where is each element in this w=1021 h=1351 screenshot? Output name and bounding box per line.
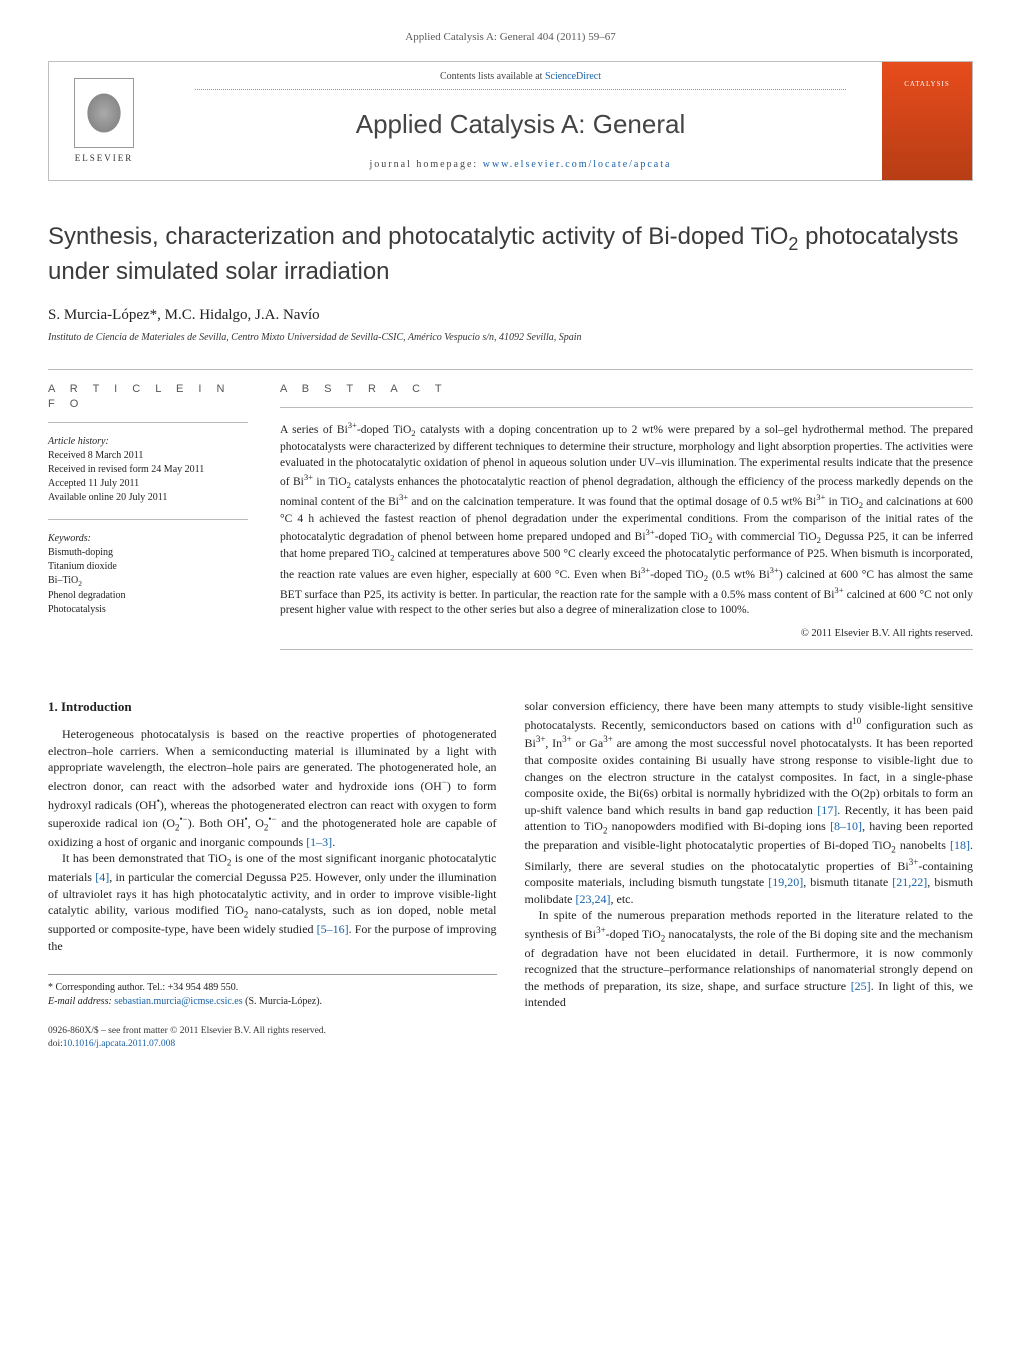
page-footer: 0926-860X/$ – see front matter © 2011 El… — [48, 1025, 973, 1051]
publisher-name: ELSEVIER — [75, 152, 134, 164]
section-title: Introduction — [61, 699, 132, 714]
homepage-link[interactable]: www.elsevier.com/locate/apcata — [483, 159, 672, 170]
citation-link[interactable]: [4] — [95, 870, 109, 884]
citation-link[interactable]: [1–3] — [306, 835, 332, 849]
homepage-line: journal homepage: www.elsevier.com/locat… — [159, 158, 882, 172]
corresponding-author: * Corresponding author. Tel.: +34 954 48… — [48, 981, 497, 995]
citation-link[interactable]: [25] — [851, 979, 871, 993]
keyword: Phenol degradation — [48, 589, 248, 603]
body-paragraph: solar conversion efficiency, there have … — [525, 698, 974, 907]
doi-prefix: doi: — [48, 1039, 63, 1049]
citation-link[interactable]: [18] — [950, 838, 970, 852]
footnote-block: * Corresponding author. Tel.: +34 954 48… — [48, 974, 497, 1009]
journal-title: Applied Catalysis A: General — [159, 107, 882, 142]
section-number: 1. — [48, 699, 58, 714]
citation-link[interactable]: [8–10] — [830, 819, 862, 833]
doi-link[interactable]: 10.1016/j.apcata.2011.07.008 — [63, 1039, 175, 1049]
history-line: Received 8 March 2011 — [48, 449, 248, 463]
footer-doi: doi:10.1016/j.apcata.2011.07.008 — [48, 1038, 973, 1051]
affiliation: Instituto de Ciencia de Materiales de Se… — [48, 331, 973, 345]
elsevier-tree-icon — [74, 78, 134, 148]
email-label: E-mail address: — [48, 996, 112, 1007]
body-paragraph: In spite of the numerous preparation met… — [525, 907, 974, 1011]
abstract-label: a b s t r a c t — [280, 382, 973, 397]
body-columns: 1. Introduction Heterogeneous photocatal… — [48, 698, 973, 1011]
authors: S. Murcia-López*, M.C. Hidalgo, J.A. Nav… — [48, 305, 973, 325]
divider — [48, 519, 248, 520]
article-title: Synthesis, characterization and photocat… — [48, 221, 973, 287]
meta-columns: a r t i c l e i n f o Article history: R… — [48, 382, 973, 662]
keyword: Bi–TiO2 — [48, 574, 248, 590]
journal-header: ELSEVIER Contents lists available at Sci… — [48, 61, 973, 181]
section-heading: 1. Introduction — [48, 698, 497, 716]
publisher-logo: ELSEVIER — [49, 62, 159, 180]
divider — [48, 369, 973, 370]
history-heading: Article history: — [48, 435, 248, 449]
sciencedirect-link[interactable]: ScienceDirect — [545, 71, 601, 82]
cover-label: CATALYSIS — [904, 80, 949, 89]
header-center: Contents lists available at ScienceDirec… — [159, 62, 882, 180]
abstract-block: a b s t r a c t A series of Bi3+-doped T… — [280, 382, 973, 662]
citation-link[interactable]: [5–16] — [317, 922, 349, 936]
divider — [48, 422, 248, 423]
keyword: Bismuth-doping — [48, 546, 248, 560]
citation-link[interactable]: [19,20] — [768, 875, 803, 889]
history-line: Available online 20 July 2011 — [48, 491, 248, 505]
keywords-heading: Keywords: — [48, 532, 248, 546]
homepage-prefix: journal homepage: — [370, 159, 483, 170]
email-link[interactable]: sebastian.murcia@icmse.csic.es — [114, 996, 242, 1007]
history-line: Accepted 11 July 2011 — [48, 477, 248, 491]
divider — [280, 407, 973, 408]
divider — [280, 649, 973, 650]
email-line: E-mail address: sebastian.murcia@icmse.c… — [48, 995, 497, 1009]
body-column-right: solar conversion efficiency, there have … — [525, 698, 974, 1011]
article-info-label: a r t i c l e i n f o — [48, 382, 248, 412]
keywords-block: Keywords: Bismuth-doping Titanium dioxid… — [48, 532, 248, 618]
history-line: Received in revised form 24 May 2011 — [48, 463, 248, 477]
citation-link[interactable]: [17] — [817, 803, 837, 817]
contents-available-line: Contents lists available at ScienceDirec… — [195, 70, 846, 91]
citation-link[interactable]: [21,22] — [892, 875, 927, 889]
body-paragraph: It has been demonstrated that TiO2 is on… — [48, 850, 497, 954]
footer-copyright: 0926-860X/$ – see front matter © 2011 El… — [48, 1025, 973, 1038]
article-info-block: a r t i c l e i n f o Article history: R… — [48, 382, 248, 662]
citation-link[interactable]: [23,24] — [576, 892, 611, 906]
contents-prefix: Contents lists available at — [440, 71, 545, 82]
keyword: Photocatalysis — [48, 603, 248, 617]
body-paragraph: Heterogeneous photocatalysis is based on… — [48, 726, 497, 850]
body-column-left: 1. Introduction Heterogeneous photocatal… — [48, 698, 497, 1011]
journal-cover-thumbnail: CATALYSIS — [882, 62, 972, 180]
email-suffix: (S. Murcia-López). — [245, 996, 322, 1007]
article-history: Article history: Received 8 March 2011 R… — [48, 435, 248, 505]
abstract-text: A series of Bi3+-doped TiO2 catalysts wi… — [280, 420, 973, 619]
keyword: Titanium dioxide — [48, 560, 248, 574]
journal-reference: Applied Catalysis A: General 404 (2011) … — [48, 30, 973, 45]
abstract-copyright: © 2011 Elsevier B.V. All rights reserved… — [280, 627, 973, 641]
